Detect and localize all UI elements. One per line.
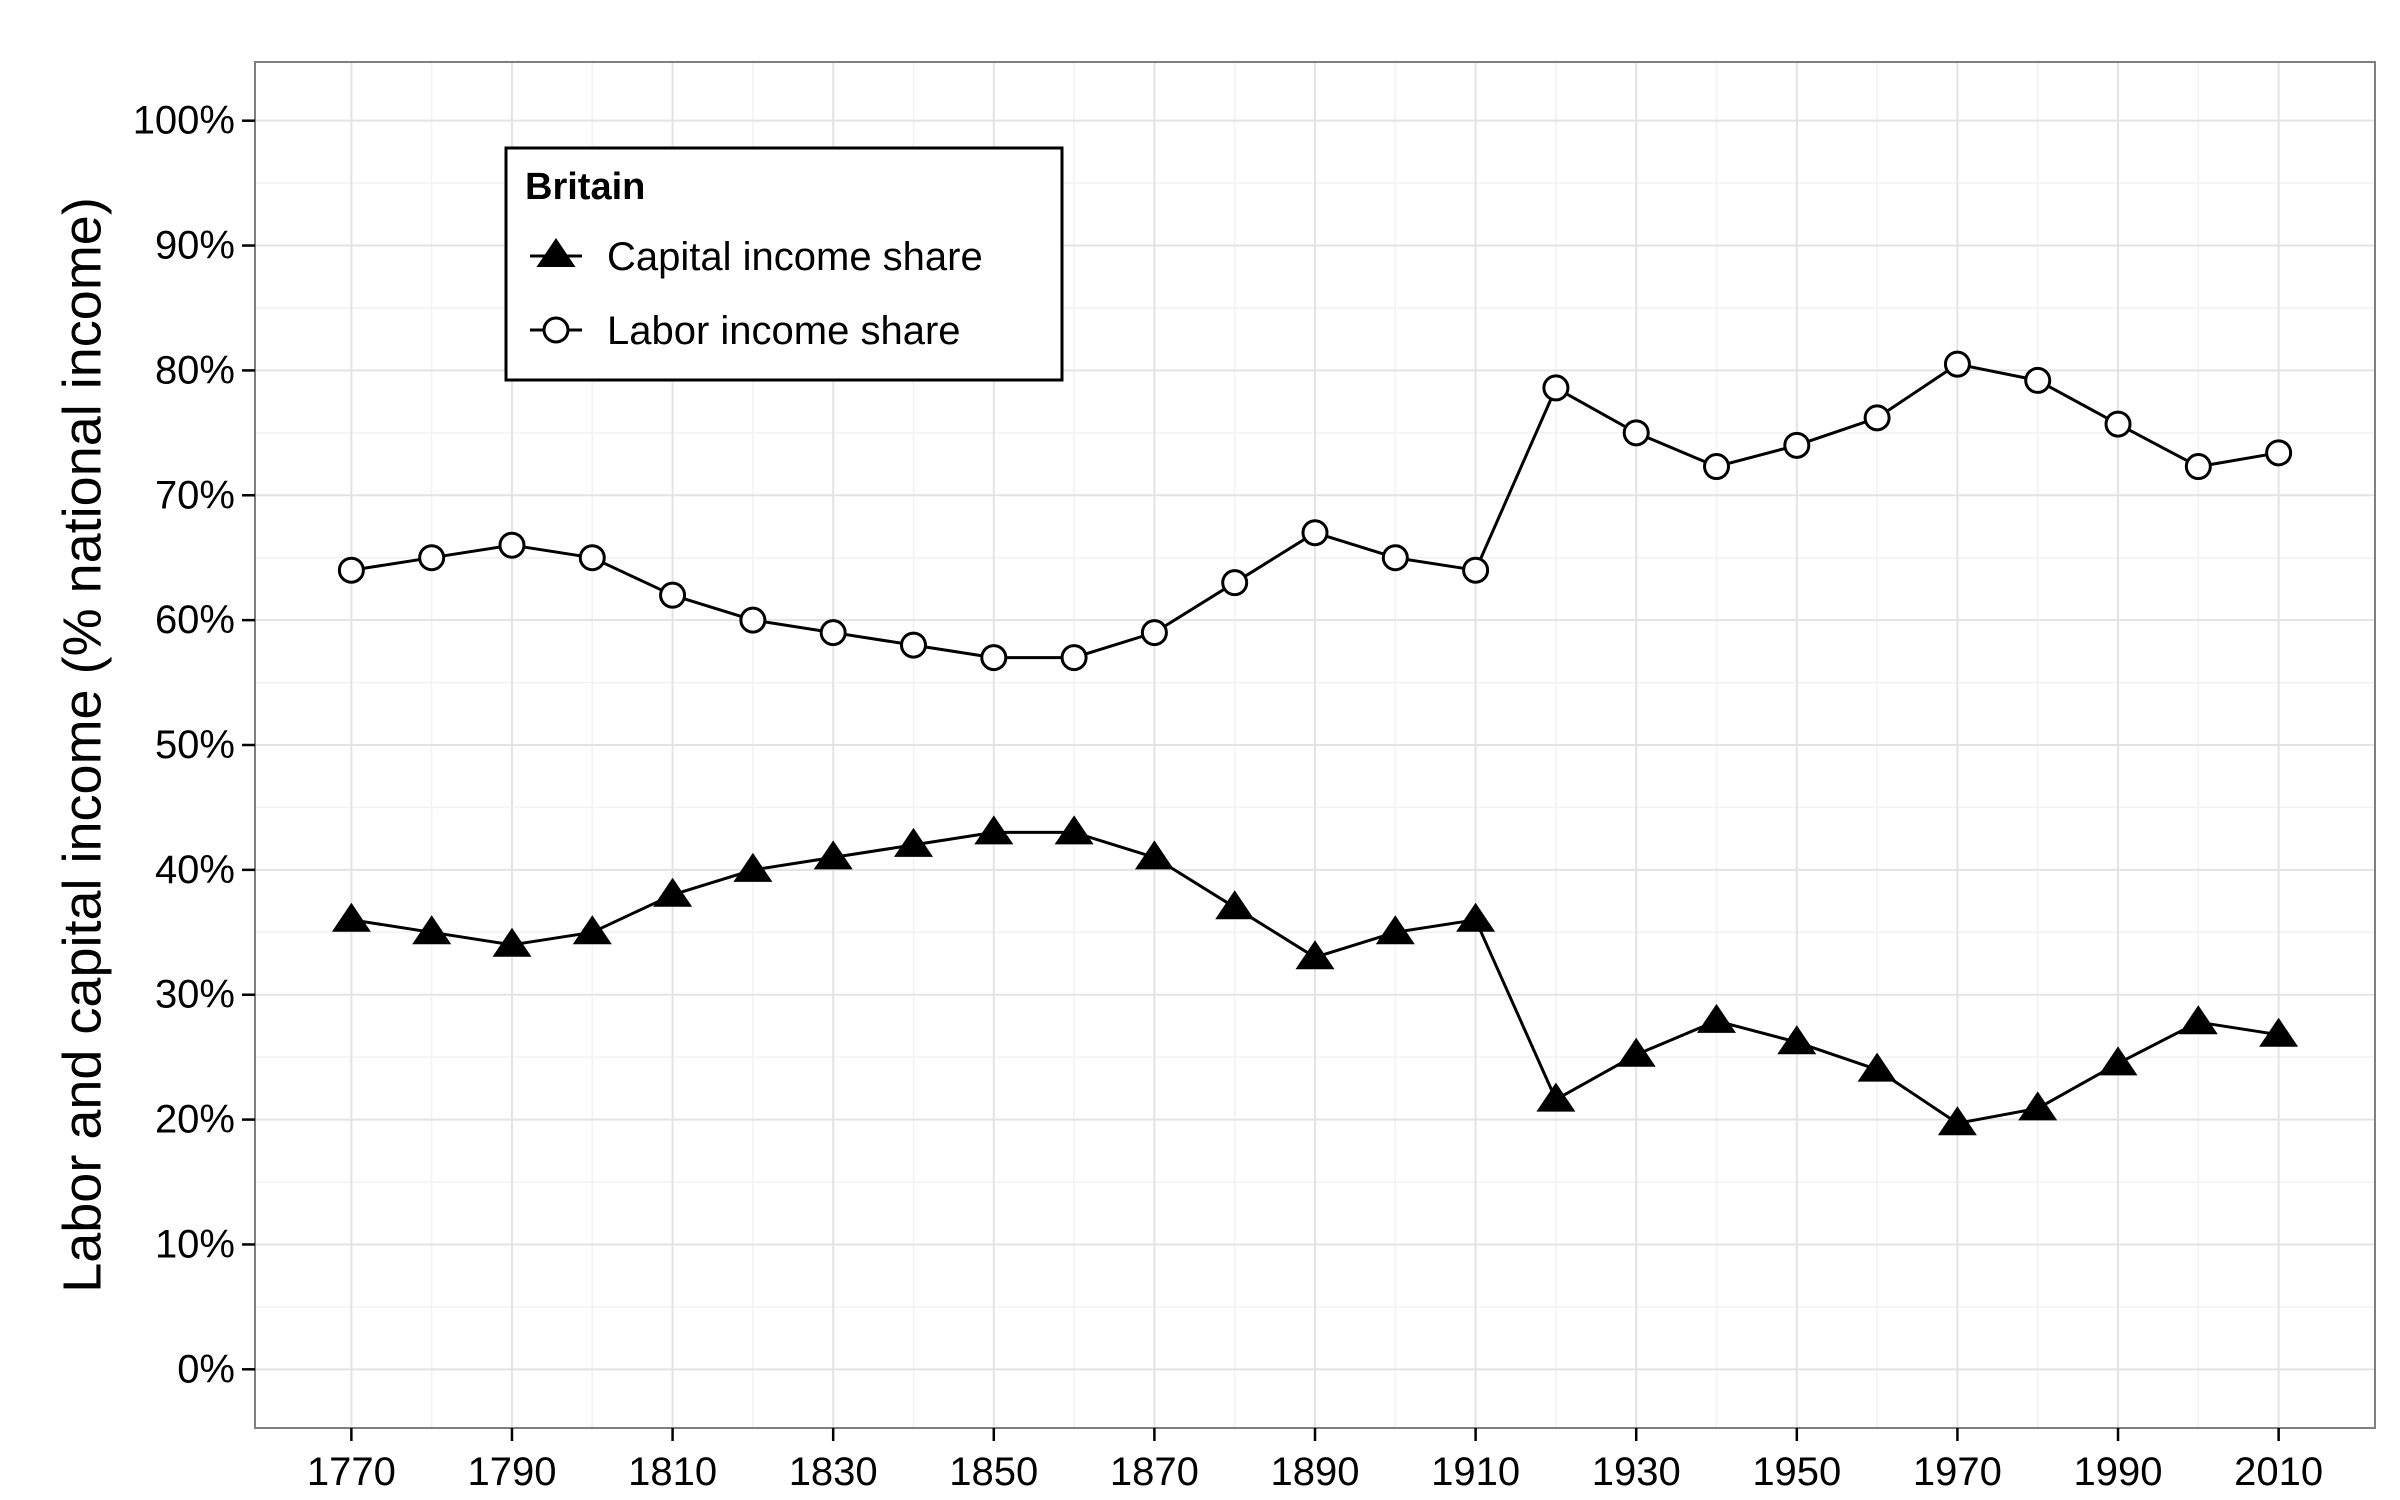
legend-label-labor: Labor income share [607, 309, 961, 353]
data-point-triangle [1456, 902, 1496, 932]
data-point-triangle [653, 877, 693, 907]
data-point-circle [1462, 556, 1490, 584]
data-point-triangle [2178, 1005, 2218, 1035]
x-tick-label: 1810 [628, 1450, 717, 1494]
legend: Britain Capital income share Labor incom… [504, 146, 1064, 382]
data-point-triangle [2098, 1046, 2138, 1076]
y-tick-label: 70% [155, 473, 235, 517]
y-tick-label: 90% [155, 224, 235, 268]
y-tick-label: 30% [155, 973, 235, 1017]
x-tick-label: 1890 [1271, 1450, 1360, 1494]
x-tick-label: 1790 [467, 1450, 556, 1494]
data-point-circle [1542, 374, 1570, 402]
y-tick-label: 100% [133, 99, 235, 143]
data-point-triangle [974, 815, 1014, 845]
data-point-circle [739, 606, 767, 634]
series-layer [331, 350, 2299, 1136]
data-point-circle [1943, 350, 1971, 378]
y-tick-label: 0% [177, 1347, 235, 1391]
data-point-triangle [1215, 890, 1255, 920]
data-point-circle [819, 619, 847, 647]
x-tick-label: 1850 [949, 1450, 1038, 1494]
y-tick-label: 40% [155, 848, 235, 892]
data-point-triangle [572, 915, 612, 945]
data-point-circle [980, 644, 1008, 672]
data-point-triangle [331, 902, 371, 932]
data-point-triangle [1295, 940, 1335, 970]
x-axis: 1770 1790 1810 1830 1850 1870 1890 1910 1930 1950… [307, 1428, 2323, 1494]
data-point-circle [1140, 619, 1168, 647]
data-point-triangle [492, 927, 532, 957]
x-tick-label: 2010 [2234, 1450, 2323, 1494]
legend-label-capital: Capital income share [607, 235, 983, 279]
data-point-circle [659, 581, 687, 609]
data-point-circle [1703, 453, 1731, 481]
data-point-circle [578, 544, 606, 572]
data-point-circle [1863, 404, 1891, 432]
data-point-circle [1622, 419, 1650, 447]
legend-item-labor: Labor income share [530, 309, 961, 353]
data-point-triangle [1937, 1106, 1977, 1136]
data-point-circle [2024, 366, 2052, 394]
data-point-circle [418, 544, 446, 572]
series-labor-income-share [337, 350, 2293, 672]
x-tick-label: 1950 [1752, 1450, 1841, 1494]
data-point-triangle [1616, 1037, 1656, 1067]
y-tick-label: 10% [155, 1222, 235, 1266]
data-point-triangle [1697, 1003, 1736, 1033]
y-tick-label: 50% [155, 723, 235, 767]
data-point-circle [337, 556, 365, 584]
y-tick-label: 60% [155, 598, 235, 642]
data-point-circle [2265, 439, 2293, 467]
series-capital-income-share [331, 815, 2299, 1136]
legend-circle-icon [542, 316, 570, 344]
data-point-triangle [1054, 815, 1094, 845]
data-point-circle [1301, 519, 1329, 547]
x-tick-label: 1970 [1913, 1450, 2002, 1494]
data-point-triangle [412, 915, 452, 945]
data-point-circle [2184, 453, 2212, 481]
data-point-circle [1221, 569, 1249, 597]
legend-triangle-icon [536, 238, 576, 267]
x-tick-label: 1770 [307, 1450, 396, 1494]
x-tick-label: 1910 [1431, 1450, 1520, 1494]
data-point-triangle [1536, 1082, 1576, 1112]
data-point-triangle [1375, 915, 1415, 945]
data-point-circle [2104, 410, 2132, 438]
data-point-circle [498, 531, 526, 559]
data-point-circle [1381, 544, 1409, 572]
data-point-triangle [2018, 1091, 2058, 1121]
major-gridlines [255, 62, 2375, 1428]
legend-item-capital: Capital income share [530, 235, 983, 279]
data-point-triangle [2259, 1017, 2299, 1047]
x-tick-label: 1930 [1592, 1450, 1681, 1494]
data-point-circle [1060, 644, 1088, 672]
data-point-triangle [1134, 840, 1174, 870]
x-tick-label: 1830 [789, 1450, 878, 1494]
y-tick-label: 20% [155, 1098, 235, 1142]
data-point-triangle [1777, 1025, 1817, 1055]
data-point-triangle [1857, 1052, 1897, 1082]
x-tick-label: 1870 [1110, 1450, 1199, 1494]
data-point-triangle [733, 852, 773, 882]
legend-title: Britain [525, 166, 645, 208]
data-point-triangle [813, 840, 853, 870]
y-axis: 0% 10% 20% 30% 40% 50% 60% 70% 80% 90% 100% [133, 99, 255, 1391]
x-tick-label: 1990 [2074, 1450, 2163, 1494]
data-point-triangle [894, 827, 933, 857]
y-axis-title: Labor and capital income (% national inc… [52, 197, 112, 1293]
y-tick-label: 80% [155, 348, 235, 392]
legend-box [504, 146, 1064, 382]
data-point-circle [1783, 431, 1811, 459]
data-point-circle [899, 631, 927, 659]
